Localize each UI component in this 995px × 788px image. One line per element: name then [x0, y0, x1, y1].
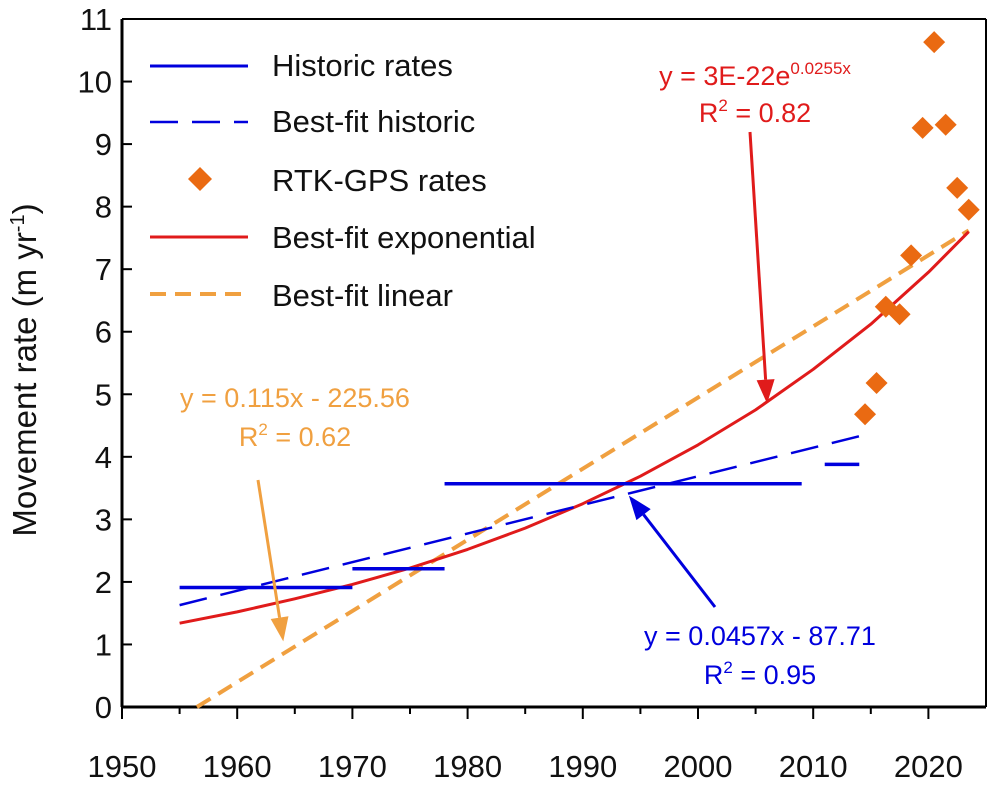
series-rtk-gps-rates-point — [865, 372, 888, 395]
annotation-exponential-r2-sup: 2 — [718, 96, 727, 115]
annotation-historic-equation: y = 0.0457x - 87.71 — [644, 621, 876, 651]
legend-item-historic-rates: Historic rates — [150, 48, 453, 83]
annotation-linear: y = 0.115x - 225.56 R2 = 0.62 — [180, 383, 410, 642]
annotation-historic-arrowhead — [628, 495, 651, 521]
y-tick-label: 6 — [95, 315, 112, 350]
legend-item-best-fit-linear: Best-fit linear — [150, 278, 453, 313]
y-tick-label: 7 — [95, 252, 112, 287]
x-tick-label: 1960 — [203, 749, 272, 784]
annotation-historic-arrow — [642, 513, 717, 608]
annotation-exponential-equation-sup: 0.0255x — [790, 59, 851, 78]
y-tick-label: 2 — [95, 565, 112, 600]
y-axis-title-base: Movement rate (m yr — [6, 232, 43, 536]
legend-label-best-fit-exponential: Best-fit exponential — [272, 220, 536, 255]
annotation-historic-r2-tail: = 0.95 — [733, 660, 816, 690]
annotation-linear-r2-base: R — [239, 422, 259, 452]
legend-label-best-fit-historic: Best-fit historic — [272, 104, 475, 139]
legend-label-historic-rates: Historic rates — [272, 48, 453, 83]
legend-item-best-fit-historic: Best-fit historic — [150, 104, 475, 139]
annotation-exponential-r2: R2 = 0.82 — [699, 96, 811, 128]
y-tick-label: 0 — [95, 690, 112, 725]
annotation-linear-r2-sup: 2 — [258, 420, 267, 439]
legend-label-rtk-gps-rates: RTK-GPS rates — [272, 163, 487, 198]
annotation-exponential-equation-base: y = 3E-22e — [659, 61, 790, 91]
x-tick-label: 1980 — [433, 749, 502, 784]
series-rtk-gps-rates-point — [854, 403, 877, 426]
x-tick-label: 1970 — [318, 749, 387, 784]
series-best-fit-exponential-line — [179, 230, 970, 625]
annotation-linear-r2: R2 = 0.62 — [239, 420, 351, 452]
annotation-historic-r2: R2 = 0.95 — [704, 658, 816, 690]
series-layer — [179, 31, 980, 709]
series-rtk-gps-rates-point — [946, 176, 969, 199]
annotation-exponential-equation: y = 3E-22e0.0255x — [659, 59, 851, 91]
annotation-historic: y = 0.0457x - 87.71 R2 = 0.95 — [628, 495, 876, 690]
series-rtk-gps-rates-point — [923, 31, 946, 54]
annotation-exponential: y = 3E-22e0.0255x R2 = 0.82 — [659, 59, 851, 404]
legend-item-best-fit-exponential: Best-fit exponential — [150, 220, 536, 255]
y-tick-label: 10 — [78, 65, 112, 100]
annotation-exponential-arrowhead — [756, 379, 775, 404]
x-tick-label: 1990 — [548, 749, 617, 784]
y-tick-label: 1 — [95, 627, 112, 662]
y-tick-label: 8 — [95, 190, 112, 225]
legend-swatch-rtk-gps-rates — [188, 167, 212, 191]
series-rtk-gps-rates-point — [957, 198, 980, 221]
x-tick-label: 1950 — [88, 749, 157, 784]
y-ticks: 0 1 2 3 4 5 6 7 8 9 10 11 — [78, 2, 132, 725]
series-rtk-gps-rates-point — [911, 116, 934, 139]
y-tick-label: 4 — [95, 440, 112, 475]
annotation-exponential-r2-base: R — [699, 98, 719, 128]
y-axis-title: Movement rate (m yr-1) — [6, 203, 43, 536]
y-tick-label: 11 — [80, 2, 112, 37]
series-rtk-gps-rates-point — [888, 303, 911, 326]
y-tick-label: 5 — [95, 377, 112, 412]
series-best-fit-linear-line — [195, 228, 970, 709]
plot-frame — [120, 18, 987, 709]
y-tick-label: 9 — [95, 127, 112, 162]
y-axis-title-sup: -1 — [7, 214, 29, 232]
y-tick-label: 3 — [95, 502, 112, 537]
annotation-historic-r2-sup: 2 — [723, 658, 732, 677]
annotation-linear-equation: y = 0.115x - 225.56 — [180, 383, 410, 413]
annotation-exponential-arrow — [748, 131, 768, 380]
annotation-linear-arrow — [256, 479, 282, 618]
series-best-fit-historic-line — [179, 434, 860, 607]
x-tick-label: 2010 — [779, 749, 848, 784]
legend: Historic rates Best-fit historic RTK-GPS… — [150, 48, 536, 313]
x-tick-label: 2020 — [894, 749, 963, 784]
x-tick-label: 2000 — [664, 749, 733, 784]
legend-label-best-fit-linear: Best-fit linear — [272, 278, 453, 313]
annotation-linear-r2-tail: = 0.62 — [268, 422, 351, 452]
legend-item-rtk-gps-rates: RTK-GPS rates — [188, 163, 487, 198]
annotations: y = 3E-22e0.0255x R2 = 0.82 y = 0.115x -… — [180, 59, 876, 690]
series-rtk-gps-rates-point — [900, 244, 923, 267]
annotation-exponential-r2-tail: = 0.82 — [728, 98, 811, 128]
x-ticks: 1950 1960 1970 1980 1990 2000 2010 2020 — [88, 707, 963, 784]
annotation-linear-arrowhead — [270, 616, 289, 642]
series-rtk-gps-rates-point — [934, 113, 957, 136]
annotation-historic-r2-base: R — [704, 660, 724, 690]
y-axis-title-tail: ) — [6, 203, 43, 214]
